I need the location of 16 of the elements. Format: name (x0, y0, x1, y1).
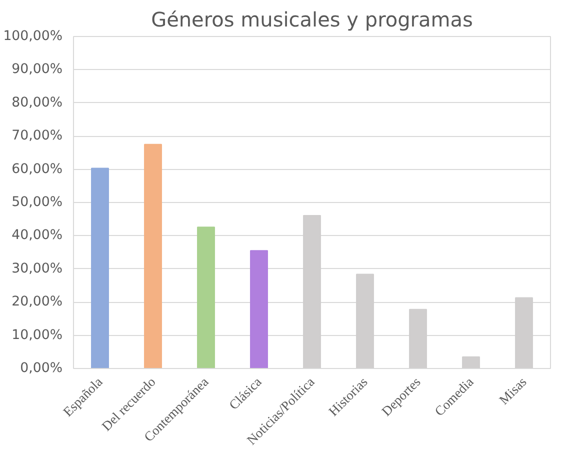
y-tick-label: 30,00% (12, 261, 63, 276)
y-tick-label: 60,00% (12, 162, 63, 177)
y-tick-label: 20,00% (12, 294, 63, 310)
y-tick-label: 90,00% (12, 62, 63, 78)
y-tick-label: 50,00% (12, 195, 63, 210)
y-tick-label: 100,00% (3, 29, 63, 44)
y-tick-label: 70,00% (12, 128, 63, 144)
y-tick-label: 40,00% (12, 228, 63, 244)
bar (144, 144, 162, 368)
bar (250, 250, 268, 368)
y-tick-label: 10,00% (12, 328, 63, 343)
y-tick-label: 80,00% (12, 95, 63, 110)
chart-title: Géneros musicales y programas (151, 8, 473, 32)
y-tick-label: 0,00% (20, 361, 63, 376)
bar (197, 226, 215, 368)
bar (91, 168, 109, 368)
